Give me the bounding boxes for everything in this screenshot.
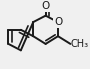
Text: CH₃: CH₃ — [70, 39, 89, 49]
Text: O: O — [54, 17, 62, 27]
Text: O: O — [41, 1, 50, 11]
